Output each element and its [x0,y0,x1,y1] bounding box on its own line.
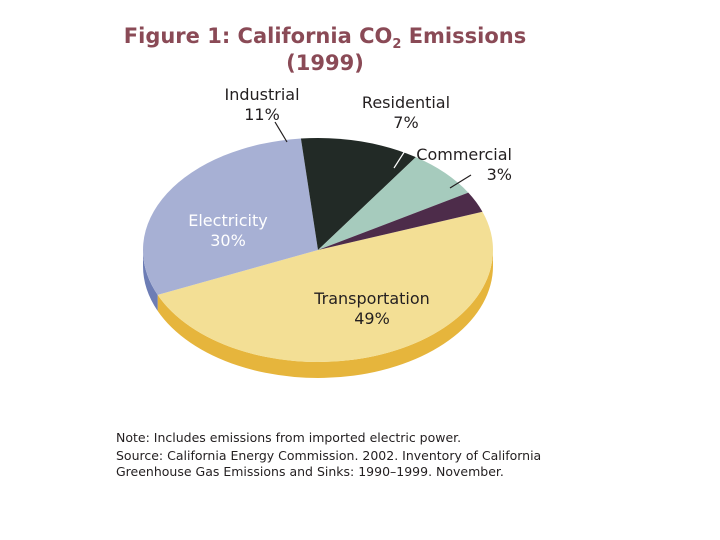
leader-lines [274,121,472,189]
pie-slices [143,138,493,362]
slice-name-electricity: Electricity [188,211,267,230]
source-text: Source: California Energy Commission. 20… [116,448,542,479]
slice-label-electricity: Electricity 30% [188,211,267,250]
slice-name-commercial: Commercial [416,145,512,164]
pie-slice-commercial [318,192,483,250]
commercial-leader-line [449,174,472,189]
pie-side-electricity [143,250,158,311]
slice-value-residential: 7% [393,113,418,132]
chart-subtitle: (1999) [286,51,364,75]
note-text: Note: Includes emissions from imported e… [116,430,462,445]
slice-label-commercial: Commercial 3% [416,145,512,184]
slice-value-industrial: 11% [244,105,280,124]
pie-slice-transportation [157,211,493,362]
pie-slice-industrial [300,138,416,250]
pie-depth [143,250,493,378]
slice-name-industrial: Industrial [224,85,299,104]
industrial-leader-line [274,121,288,143]
slice-labels: Transportation 49% Electricity 30% Industria… [188,85,512,328]
pie-slice-electricity [143,138,318,295]
slice-value-electricity: 30% [210,231,246,250]
slice-label-transportation: Transportation 49% [313,289,430,328]
pie-slice-residential [318,157,469,250]
chart-title: Figure 1: California CO2 Emissions [124,24,526,52]
slice-label-residential: Residential 7% [362,93,450,132]
residential-leader-line [393,142,411,169]
slice-value-transportation: 49% [354,309,390,328]
slice-value-commercial: 3% [487,165,512,184]
pie-side-transportation [157,250,493,378]
slice-label-industrial: Industrial 11% [224,85,299,124]
slice-name-residential: Residential [362,93,450,112]
slice-name-transportation: Transportation [313,289,430,308]
chart-notes: Note: Includes emissions from imported e… [116,430,586,482]
